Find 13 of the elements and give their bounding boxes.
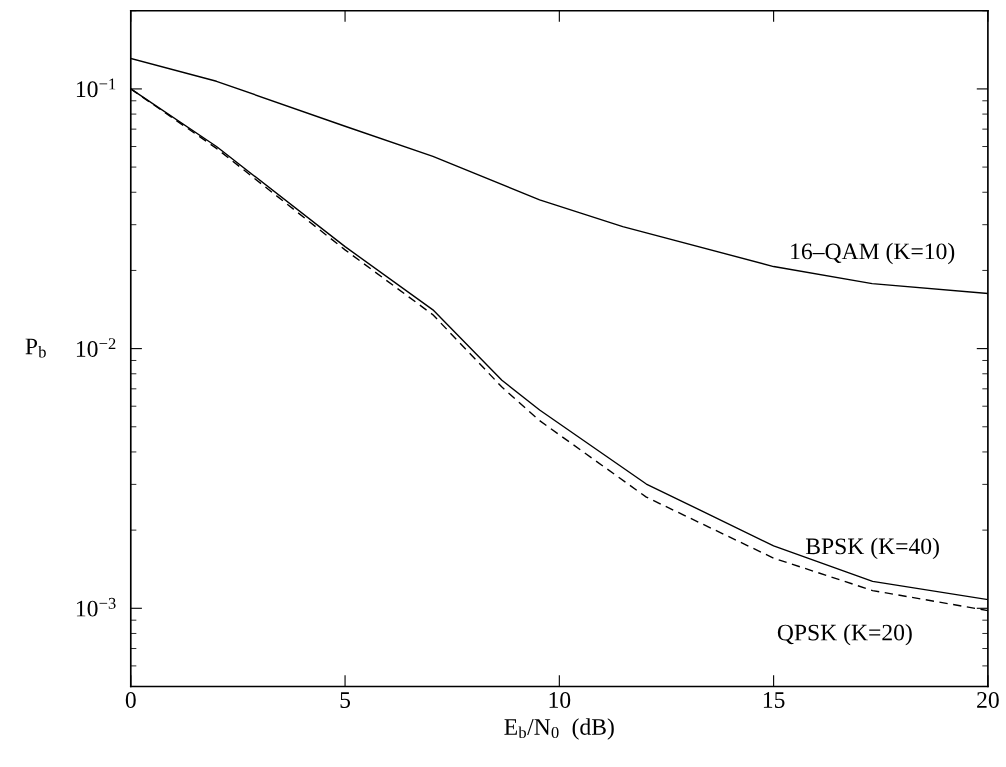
y-tick-label: 10$^{−2}$ <box>76 338 116 357</box>
x-tick-label: 5 <box>340 692 351 708</box>
x-tick-label: 10 <box>549 692 571 708</box>
y-tick-label: 10$^{−3}$ <box>76 597 116 617</box>
series-label: BPSK (K=40) <box>805 537 939 560</box>
series-label: 16–QAM (K=10) <box>791 242 955 265</box>
y-tick-label: 10$^{−1}$ <box>76 78 116 98</box>
series-label: QPSK (K=20) <box>777 623 912 646</box>
x-tick-label: 0 <box>125 692 136 708</box>
y-axis-title: P$_{b}$ <box>25 338 46 358</box>
x-axis-title: E$_{b}$/N$_{0}$ (dB) <box>504 718 614 740</box>
x-tick-label: 15 <box>763 692 785 708</box>
x-tick-label: 20 <box>977 692 999 708</box>
